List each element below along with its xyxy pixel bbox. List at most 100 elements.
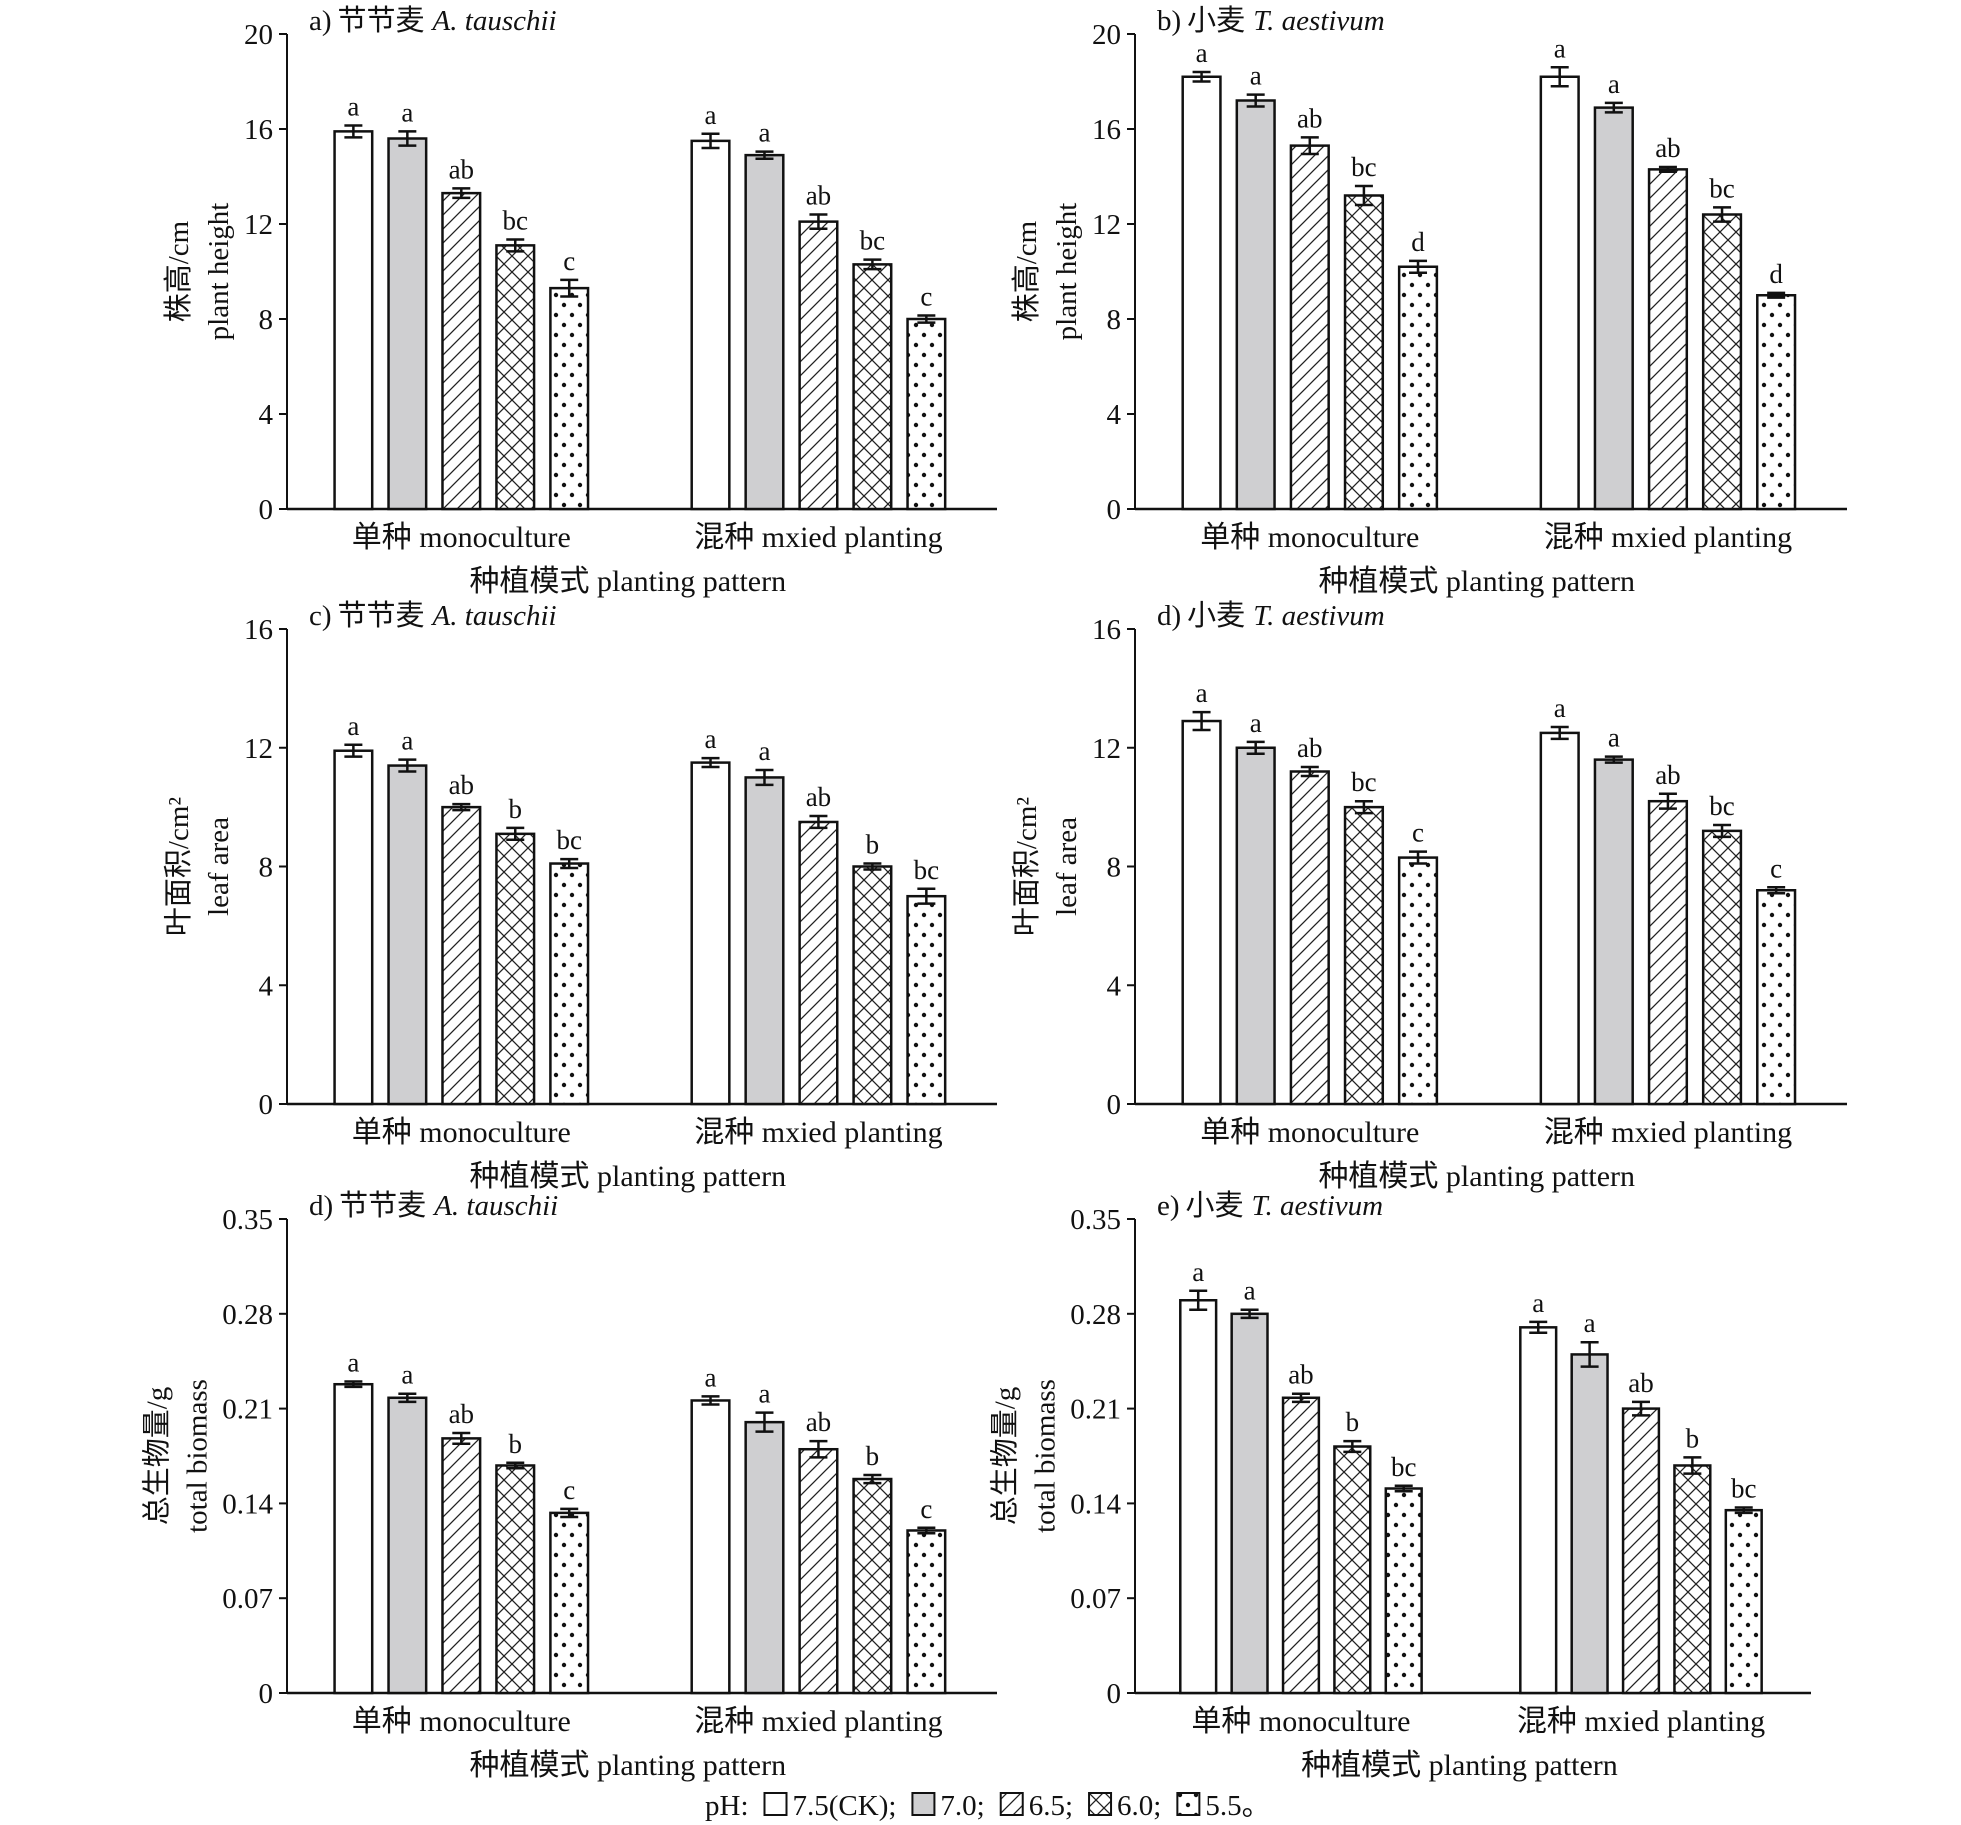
legend-prefix: pH: — [705, 1790, 749, 1822]
chart-panel: 0 0.07 0.14 0.21 0.28 0.35 d) 节节麦 A. tauschii 总生物… — [140, 1189, 997, 1782]
significance-letter: bc — [1391, 1452, 1417, 1482]
bar-7.5(CK) — [1179, 1299, 1218, 1695]
y-axis-label-en: leaf area — [203, 817, 235, 916]
significance-letter: ab — [806, 181, 831, 211]
bar-7.5(CK) — [1539, 75, 1580, 511]
legend-label: 7.0; — [940, 1790, 984, 1822]
bar-5.5 — [1756, 889, 1797, 1106]
bar-6.0 — [852, 865, 893, 1106]
significance-letter: a — [347, 91, 359, 121]
significance-letter: a — [1584, 1308, 1596, 1338]
y-tick-label: 8 — [259, 852, 274, 884]
significance-letter: a — [401, 97, 413, 127]
significance-letter: ab — [449, 154, 474, 184]
panel-title: d) 节节麦 A. tauschii — [309, 1189, 558, 1222]
panel-title-cn: 小麦 — [1187, 4, 1245, 37]
x-category-label: 单种 monoculture — [352, 1116, 571, 1149]
bar-5.5 — [1397, 265, 1439, 511]
y-axis-label-cn: 株高/cm — [1010, 220, 1043, 322]
y-axis-label-en: total biomass — [1029, 1379, 1061, 1533]
y-axis-label-en: total biomass — [181, 1379, 213, 1533]
x-axis-label: 种植模式 planting pattern — [1301, 1749, 1618, 1782]
y-tick-label: 4 — [259, 399, 274, 431]
bar-7.0 — [1593, 758, 1634, 1106]
significance-letter: bc — [914, 855, 940, 885]
significance-letter: a — [347, 1348, 359, 1378]
significance-letter: ab — [806, 1407, 831, 1437]
significance-letter: a — [1608, 723, 1620, 753]
x-category-label: 混种 mxied planting — [694, 1705, 942, 1738]
significance-letter: bc — [1351, 767, 1377, 797]
y-tick-label: 12 — [1092, 209, 1121, 241]
y-tick-label: 16 — [244, 114, 273, 146]
panel-title-cn: 节节麦 — [338, 4, 425, 37]
bar-6.5 — [1647, 168, 1689, 511]
x-category-label: 混种 mxied planting — [694, 1116, 942, 1149]
y-tick-label: 0 — [259, 1089, 274, 1121]
y-tick-label: 0.07 — [1070, 1583, 1121, 1615]
significance-letter: a — [758, 1379, 770, 1409]
panel-title-species: A. tauschii — [431, 600, 557, 632]
significance-letter: a — [1192, 1257, 1204, 1287]
bar-7.5(CK) — [333, 1382, 374, 1695]
legend: pH: 7.5(CK); 7.0; 6.5; 6.0; 5.5。 — [705, 1790, 1271, 1822]
bar-6.0 — [852, 1477, 893, 1695]
y-tick-label: 12 — [244, 733, 273, 765]
x-category-label: 单种 monoculture — [352, 1705, 571, 1738]
legend-item: 5.5。 — [1176, 1790, 1271, 1822]
bar-7.0 — [1570, 1353, 1609, 1695]
x-axis-label: 种植模式 planting pattern — [1318, 565, 1635, 598]
legend-item: 7.0; — [911, 1790, 985, 1822]
panel-label: b) — [1157, 5, 1181, 37]
y-tick-label: 0.28 — [222, 1299, 273, 1331]
legend-swatch — [999, 1792, 1024, 1816]
bar-6.5 — [798, 220, 839, 511]
y-axis-label-en: plant height — [1051, 203, 1083, 341]
bar-6.5 — [441, 1437, 482, 1695]
bar-7.0 — [744, 153, 785, 511]
y-tick-label: 12 — [1092, 733, 1121, 765]
bar-6.5 — [1289, 770, 1330, 1106]
legend-item: 6.0; — [1088, 1790, 1161, 1822]
significance-letter: ab — [1628, 1368, 1653, 1398]
bar-6.5 — [1281, 1396, 1321, 1695]
bar-6.0 — [495, 244, 536, 511]
bar-6.5 — [441, 191, 482, 511]
significance-letter: ab — [449, 770, 474, 800]
chart-panel: 0 4 8 12 16 c) 节节麦 A. tauschii 叶面积/cm² leaf area a… — [163, 599, 997, 1193]
y-tick-label: 8 — [1107, 304, 1122, 336]
bar-5.5 — [1724, 1508, 1763, 1695]
y-axis-label-cn: 总生物量/g — [140, 1387, 173, 1526]
bar-5.5 — [1384, 1487, 1423, 1695]
bar-7.5(CK) — [1539, 731, 1580, 1106]
y-tick-label: 4 — [1107, 970, 1122, 1002]
panel-title-species: T. aestivum — [1253, 5, 1385, 37]
bar-7.0 — [387, 764, 428, 1106]
significance-letter: ab — [449, 1399, 474, 1429]
bar-7.0 — [387, 1396, 428, 1695]
legend-label: 5.5。 — [1205, 1790, 1270, 1822]
bar-6.5 — [798, 1447, 839, 1695]
significance-letter: a — [1244, 1276, 1256, 1306]
significance-letter: bc — [503, 205, 529, 235]
y-tick-label: 0 — [259, 494, 274, 526]
y-tick-label: 0.07 — [222, 1583, 273, 1615]
bar-5.5 — [549, 862, 590, 1106]
significance-letter: a — [1250, 708, 1262, 738]
bar-5.5 — [1397, 856, 1439, 1106]
legend-swatch — [763, 1792, 788, 1816]
y-tick-label: 0 — [1107, 1678, 1122, 1710]
bar-6.0 — [1701, 829, 1743, 1106]
significance-letter: b — [1346, 1407, 1360, 1437]
panel-label: c) — [309, 600, 332, 632]
panel-label: d) — [309, 1190, 333, 1222]
significance-letter: ab — [1297, 103, 1322, 133]
panel-title: a) 节节麦 A. tauschii — [309, 4, 557, 37]
panel-label: d) — [1157, 600, 1181, 632]
x-category-label: 混种 mxied planting — [1517, 1705, 1765, 1738]
y-axis-label-cn: 叶面积/cm² — [163, 797, 195, 936]
y-tick-label: 8 — [259, 304, 274, 336]
x-category-label: 单种 monoculture — [352, 521, 571, 554]
significance-letter: b — [1686, 1423, 1700, 1453]
